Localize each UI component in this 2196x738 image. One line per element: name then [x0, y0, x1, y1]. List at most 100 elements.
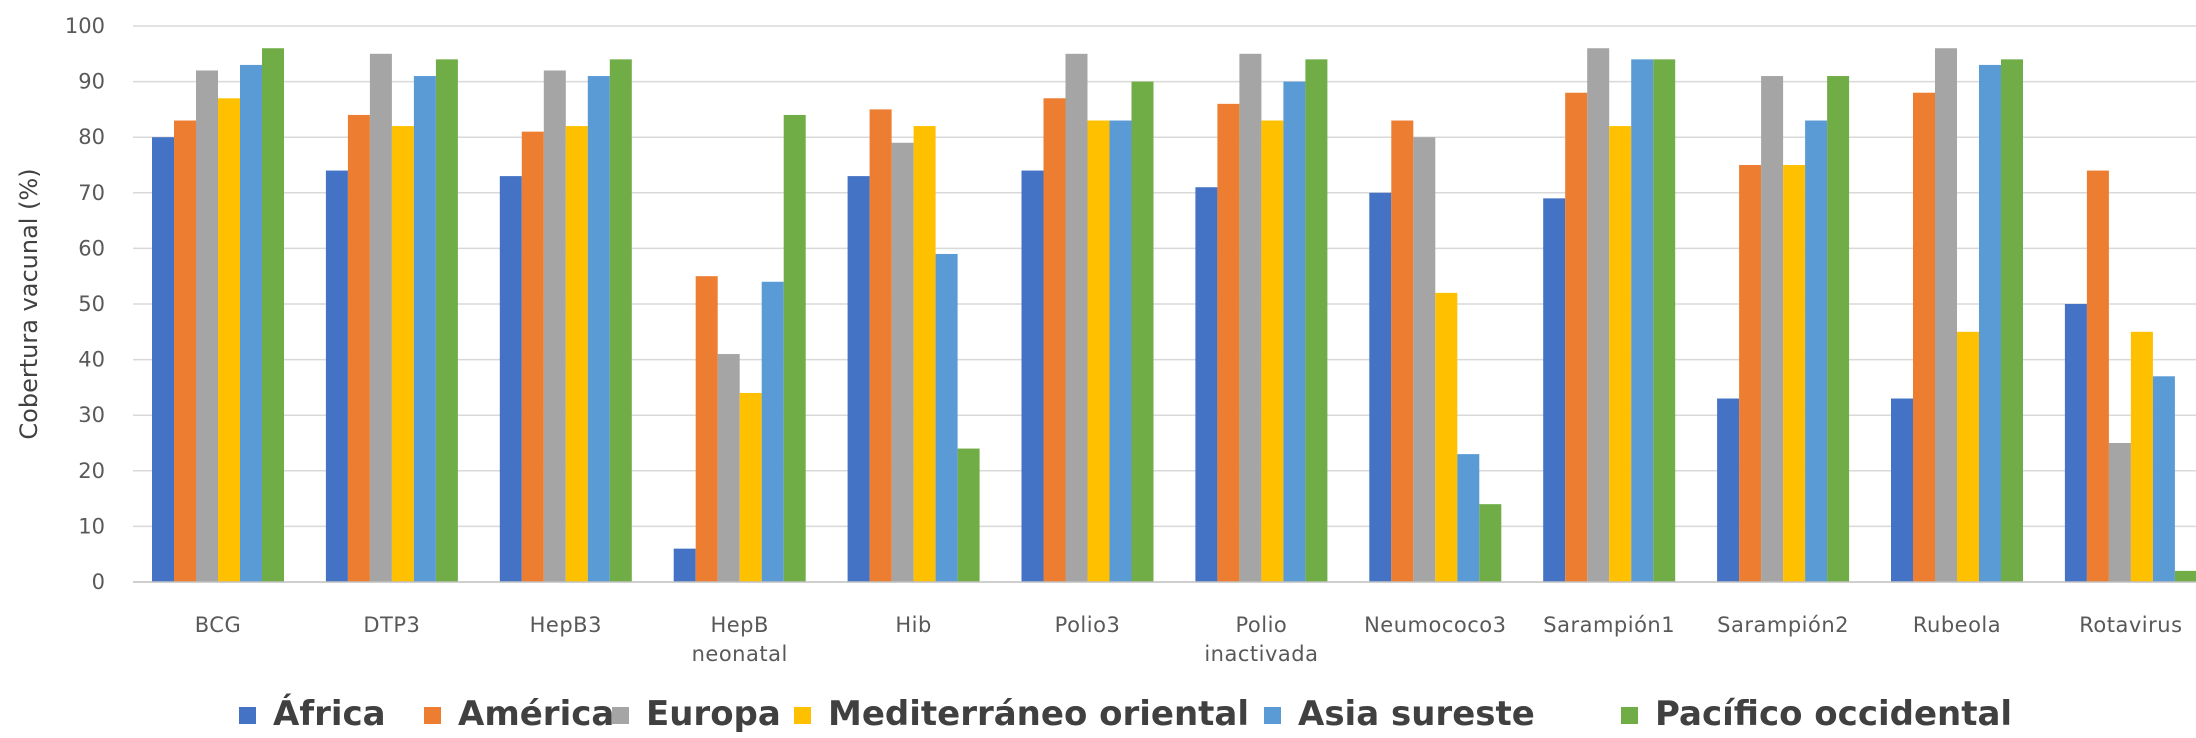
y-tick-label: 0 — [92, 570, 105, 594]
y-tick-label: 90 — [78, 70, 105, 94]
y-tick-label: 60 — [78, 236, 105, 260]
bar — [717, 354, 740, 582]
bar — [739, 392, 762, 582]
bar — [1479, 504, 1502, 582]
bar — [695, 276, 718, 582]
legend-label: América — [458, 694, 614, 734]
bar — [1369, 192, 1392, 583]
y-tick-label: 10 — [78, 514, 105, 538]
legend-swatch — [424, 707, 441, 724]
bar — [1565, 92, 1588, 582]
bar — [1305, 59, 1328, 583]
legend-label: Mediterráneo oriental — [828, 694, 1249, 734]
bar — [1957, 331, 1979, 582]
bar — [369, 53, 392, 583]
bar — [2130, 331, 2153, 582]
bar — [673, 548, 696, 582]
bar — [1913, 92, 1935, 582]
bars — [152, 48, 2196, 583]
bar — [347, 114, 370, 583]
bar — [1413, 137, 1436, 582]
bar — [391, 126, 414, 582]
bar — [2001, 59, 2023, 583]
bar — [1827, 76, 1850, 582]
bar — [2152, 376, 2175, 582]
bar — [2174, 570, 2196, 582]
legend-label: Pacífico occidental — [1655, 694, 2012, 734]
bar — [499, 176, 522, 582]
bar — [891, 142, 914, 582]
bar — [1457, 454, 1480, 582]
bar — [1391, 120, 1414, 583]
y-tick-label: 20 — [78, 459, 105, 483]
bar — [783, 114, 806, 583]
bar — [1435, 292, 1458, 582]
bar — [1609, 126, 1632, 582]
bar — [1587, 48, 1610, 583]
x-category-labels: BCG DTP3 HepB3 HepB neonatal Hib Polio3 Polio in… — [195, 613, 2182, 666]
bar — [1283, 81, 1306, 582]
x-tick-label: DTP3 — [363, 613, 420, 637]
legend-label: Europa — [646, 694, 781, 734]
bar — [957, 448, 980, 582]
x-tick-label: HepB — [710, 613, 768, 637]
bar — [2108, 443, 2131, 582]
bar — [1935, 48, 1957, 583]
y-tick-labels: 0 10 20 30 40 50 60 70 80 90 100 — [65, 14, 105, 594]
bar — [565, 126, 588, 582]
legend: África América Europa Mediterráneo oriental… — [239, 693, 2012, 734]
bar — [1805, 120, 1828, 583]
y-tick-label: 30 — [78, 403, 105, 427]
y-axis-label: Cobertura vacunal (%) — [15, 168, 43, 439]
bar — [1783, 165, 1806, 582]
bar — [1021, 170, 1044, 582]
bar — [218, 98, 240, 582]
bar — [1891, 398, 1913, 582]
gridlines — [133, 25, 2196, 528]
bar — [1631, 59, 1654, 583]
x-tick-label: Rotavirus — [2079, 613, 2182, 637]
bar — [1717, 398, 1740, 582]
bar — [1653, 59, 1676, 583]
bar — [2064, 304, 2087, 582]
y-tick-label: 50 — [78, 292, 105, 316]
x-tick-label: neonatal — [692, 642, 788, 666]
legend-swatch — [612, 707, 629, 724]
bar — [1217, 103, 1240, 582]
bar — [1043, 98, 1066, 582]
legend-swatch — [239, 707, 256, 724]
bar — [413, 76, 436, 582]
legend-swatch — [1264, 707, 1281, 724]
x-tick-label: inactivada — [1204, 642, 1318, 666]
y-tick-label: 70 — [78, 181, 105, 205]
y-tick-label: 100 — [65, 14, 105, 38]
bar — [1261, 120, 1284, 583]
bar — [543, 70, 566, 582]
bar — [1195, 187, 1218, 583]
x-tick-label: Sarampión2 — [1717, 613, 1849, 637]
legend-swatch — [794, 707, 811, 724]
bar — [1739, 165, 1762, 582]
y-tick-label: 40 — [78, 348, 105, 372]
x-tick-label: HepB3 — [530, 613, 602, 637]
bar — [152, 137, 174, 582]
x-tick-label: Polio — [1236, 613, 1288, 637]
bar — [1543, 198, 1566, 583]
x-tick-label: Polio3 — [1055, 613, 1121, 637]
y-tick-label: 80 — [78, 125, 105, 149]
x-tick-label: Neumococo3 — [1364, 613, 1506, 637]
bar — [196, 70, 218, 582]
x-tick-label: Rubeola — [1913, 613, 2001, 637]
bar — [521, 131, 544, 582]
bar — [435, 59, 458, 583]
bar — [761, 281, 784, 582]
bar — [1761, 76, 1784, 582]
bar — [1239, 53, 1262, 583]
x-tick-label: Sarampión1 — [1543, 613, 1675, 637]
bar — [587, 76, 610, 582]
bar — [869, 109, 892, 583]
legend-swatch — [1621, 707, 1638, 724]
bar — [325, 170, 348, 582]
